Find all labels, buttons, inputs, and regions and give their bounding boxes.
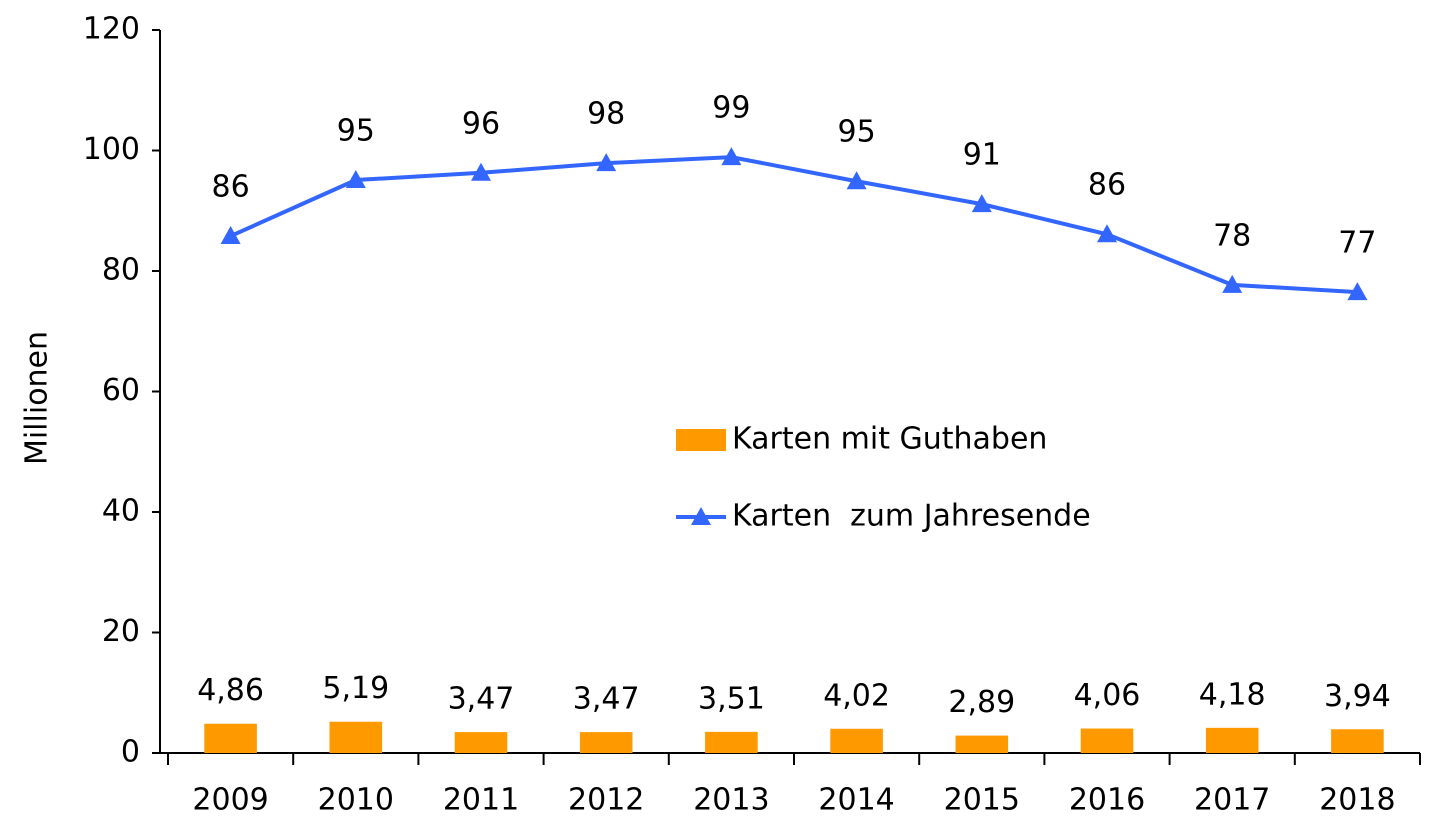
- y-tick-label: 40: [102, 494, 140, 529]
- data-label: 3,47: [448, 682, 515, 717]
- x-tick-label: 2018: [1319, 783, 1395, 818]
- data-label: 5,19: [322, 671, 389, 706]
- marker: [471, 162, 491, 181]
- y-axis-label: Millionen: [20, 331, 55, 465]
- x-tick-label: 2017: [1194, 783, 1270, 818]
- data-label: 91: [963, 138, 1001, 173]
- y-tick-label: 20: [102, 614, 140, 649]
- legend-swatch: [676, 429, 726, 451]
- marker: [1097, 224, 1117, 243]
- legend-marker: [691, 507, 711, 525]
- data-label: 4,06: [1074, 678, 1141, 713]
- bar: [579, 732, 633, 753]
- marker: [721, 147, 742, 166]
- bar: [454, 732, 508, 753]
- bar: [329, 721, 383, 753]
- marker: [220, 226, 241, 245]
- y-tick-label: 100: [83, 132, 140, 167]
- y-tick-label: 0: [121, 735, 140, 770]
- x-tick-label: 2014: [818, 783, 894, 818]
- bar: [705, 731, 758, 753]
- bar: [955, 735, 1009, 753]
- x-tick-label: 2010: [318, 783, 394, 818]
- data-label: 2,89: [948, 685, 1015, 720]
- data-label: 98: [587, 97, 625, 132]
- bar: [830, 728, 883, 753]
- marker: [345, 170, 366, 189]
- data-label: 4,02: [823, 678, 890, 713]
- marker: [1347, 282, 1368, 301]
- y-tick-label: 60: [102, 373, 140, 408]
- data-label: 3,51: [698, 681, 765, 716]
- marker: [846, 171, 867, 190]
- y-tick-label: 120: [83, 12, 140, 47]
- data-label: 77: [1338, 226, 1376, 261]
- data-label: 95: [838, 115, 876, 150]
- data-label: 86: [1088, 168, 1126, 203]
- data-label: 3,47: [573, 682, 640, 717]
- marker: [971, 194, 992, 213]
- x-tick-label: 2016: [1069, 783, 1145, 818]
- data-label: 4,86: [197, 673, 264, 708]
- legend-label: Karten mit Guthaben: [732, 422, 1047, 457]
- data-label: 4,18: [1199, 677, 1266, 712]
- data-label: 86: [212, 170, 250, 205]
- x-tick-label: 2011: [443, 783, 519, 818]
- x-tick-label: 2015: [944, 783, 1020, 818]
- data-label: 3,94: [1324, 679, 1391, 714]
- data-label: 96: [462, 106, 500, 141]
- bar: [1080, 728, 1134, 753]
- y-tick-label: 80: [102, 253, 140, 288]
- x-tick-label: 2013: [693, 783, 769, 818]
- bar: [204, 723, 257, 753]
- bar: [1205, 727, 1259, 753]
- x-tick-label: 2012: [568, 783, 644, 818]
- legend-label: Karten zum Jahresende: [732, 499, 1091, 534]
- bar: [1331, 729, 1384, 753]
- data-label: 95: [337, 114, 375, 149]
- line: [229, 155, 1358, 295]
- marker: [1222, 274, 1243, 293]
- data-label: 78: [1213, 218, 1251, 253]
- marker: [596, 153, 617, 172]
- x-tick-label: 2009: [192, 783, 268, 818]
- data-label: 99: [712, 91, 750, 126]
